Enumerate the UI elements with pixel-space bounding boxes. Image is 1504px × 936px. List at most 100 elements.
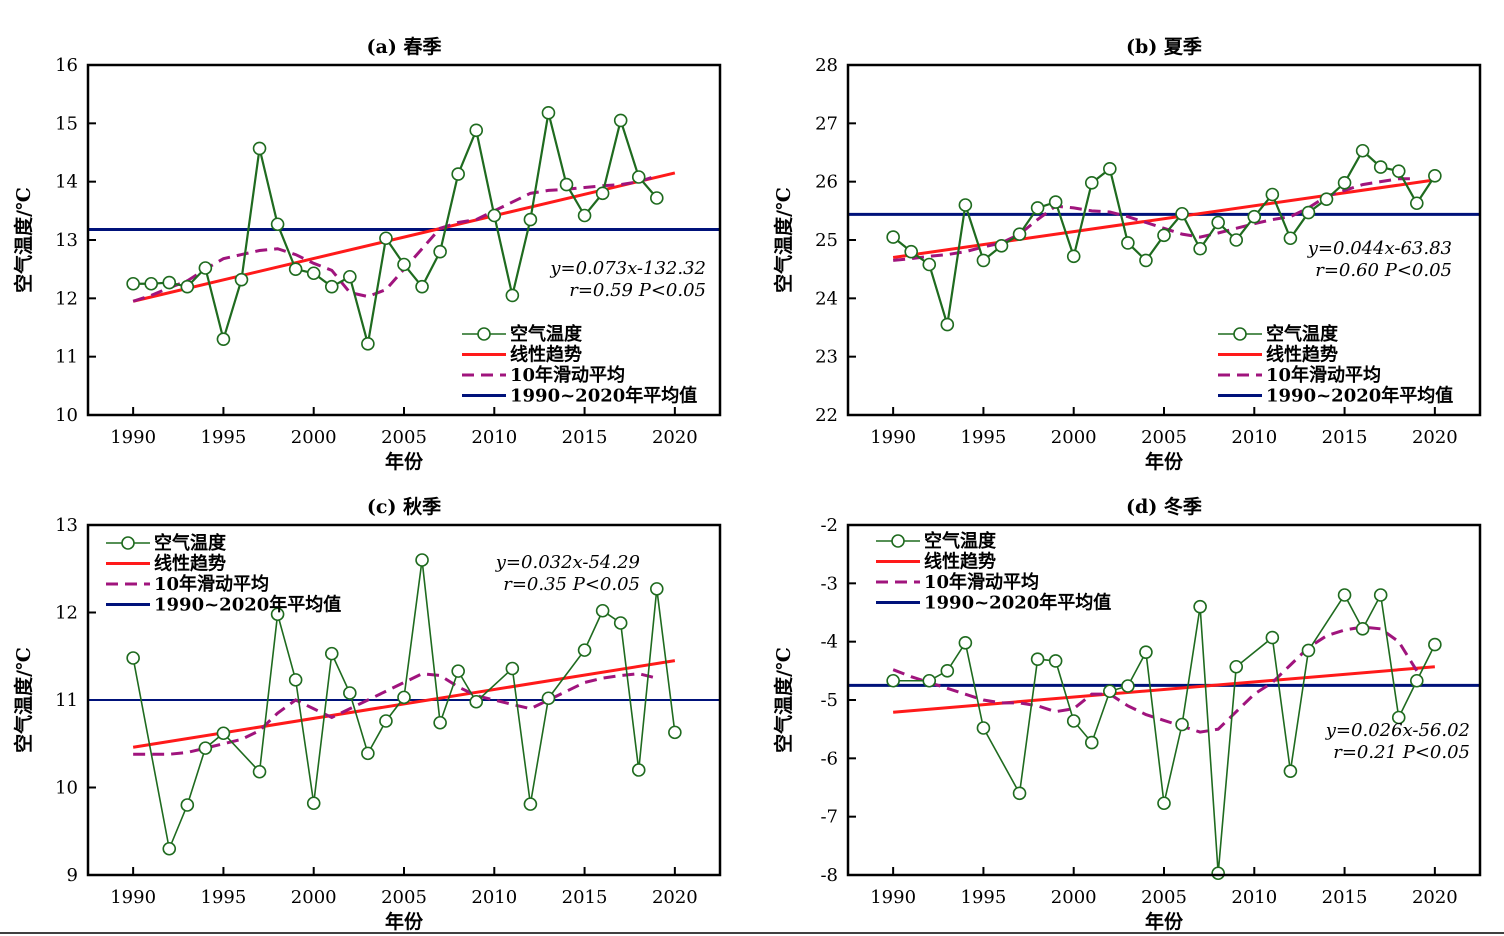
regression-equation: y=0.026x-56.02 bbox=[1325, 720, 1470, 741]
temperature-point bbox=[1283, 764, 1298, 778]
temperature-point bbox=[1337, 176, 1352, 190]
y-tick-label: 27 bbox=[815, 113, 838, 134]
temperature-point bbox=[415, 279, 429, 294]
temperature-point bbox=[1410, 673, 1424, 688]
temperature-point bbox=[1391, 710, 1406, 725]
temperature-point bbox=[1066, 714, 1081, 728]
legend-label: 空气温度 bbox=[154, 532, 227, 554]
temperature-point bbox=[541, 106, 556, 120]
trend-line bbox=[893, 665, 1435, 714]
y-tick-label: 14 bbox=[55, 172, 78, 193]
temperature-point bbox=[577, 208, 592, 223]
x-tick-label: 1995 bbox=[201, 887, 247, 908]
x-tick-label: 2015 bbox=[1322, 427, 1368, 448]
y-tick-label: 13 bbox=[55, 230, 78, 251]
temperature-point bbox=[415, 553, 429, 567]
temperature-point bbox=[976, 721, 991, 735]
temperature-point bbox=[162, 841, 177, 856]
temperature-point bbox=[1355, 622, 1370, 636]
y-tick-label: 12 bbox=[55, 603, 78, 624]
temperature-point bbox=[469, 123, 484, 138]
y-tick-label: 16 bbox=[55, 55, 78, 76]
x-axis-title: 年份 bbox=[1145, 450, 1184, 473]
temperature-point bbox=[1121, 236, 1135, 250]
temperature-point bbox=[1301, 205, 1316, 220]
x-tick-label: 1990 bbox=[870, 887, 916, 908]
temperature-point bbox=[324, 646, 339, 661]
x-tick-label: 1995 bbox=[961, 427, 1007, 448]
legend-label: 线性趋势 bbox=[924, 551, 996, 573]
temperature-point bbox=[595, 186, 610, 201]
temperature-point bbox=[288, 673, 303, 687]
temperature-point bbox=[613, 616, 628, 630]
temperature-point bbox=[1229, 659, 1244, 674]
temperature-point bbox=[886, 230, 900, 244]
x-tick-label: 2005 bbox=[1141, 427, 1187, 448]
y-axis-title: 空气温度/℃ bbox=[12, 187, 35, 293]
x-tick-label: 1990 bbox=[110, 887, 156, 908]
temperature-point bbox=[976, 253, 991, 268]
temperature-point bbox=[649, 582, 664, 596]
temperature-point bbox=[433, 244, 447, 259]
temperature-point bbox=[487, 208, 502, 223]
panel-title: (d) 冬季 bbox=[1126, 495, 1202, 518]
temperature-point bbox=[1229, 233, 1244, 247]
plot-frame bbox=[846, 63, 1482, 417]
temperature-point bbox=[162, 275, 177, 290]
temperature-point bbox=[904, 244, 919, 259]
y-tick-label: 11 bbox=[55, 690, 78, 711]
y-axis-title: 空气温度/℃ bbox=[772, 647, 795, 753]
temperature-point bbox=[343, 686, 357, 700]
temperature-point bbox=[940, 664, 955, 678]
temperature-point bbox=[886, 673, 900, 688]
temperature-point bbox=[1283, 231, 1298, 246]
temperature-point bbox=[1337, 588, 1352, 602]
legend-label: 线性趋势 bbox=[154, 553, 226, 575]
y-tick-label: 28 bbox=[815, 55, 838, 76]
x-tick-label: 2020 bbox=[1412, 887, 1458, 908]
temperature-point bbox=[252, 764, 267, 779]
temperature-point bbox=[1319, 192, 1334, 206]
temperature-point bbox=[397, 257, 411, 272]
temperature-point bbox=[1428, 637, 1442, 652]
regression-stats: r=0.35 P<0.05 bbox=[503, 574, 640, 595]
regression-equation: y=0.073x-132.32 bbox=[549, 258, 706, 279]
legend-label: 线性趋势 bbox=[1266, 344, 1338, 366]
temperature-point bbox=[180, 279, 195, 294]
temperature-point bbox=[379, 714, 393, 728]
temperature-point bbox=[1211, 866, 1225, 881]
temperature-point bbox=[379, 231, 393, 246]
y-tick-label: 23 bbox=[815, 347, 838, 368]
trend-line bbox=[892, 178, 1436, 259]
x-tick-label: 2000 bbox=[1051, 887, 1097, 908]
temperature-point bbox=[180, 798, 195, 812]
legend-label: 空气温度 bbox=[510, 323, 583, 345]
temperature-point bbox=[306, 796, 321, 811]
plot-frame bbox=[86, 523, 722, 877]
moving-average-line bbox=[133, 672, 658, 756]
temperature-point bbox=[126, 276, 140, 291]
temperature-point bbox=[288, 262, 303, 276]
x-tick-label: 1990 bbox=[870, 427, 916, 448]
temperature-point bbox=[234, 272, 249, 287]
temperature-point bbox=[1066, 249, 1081, 264]
legend-label: 空气温度 bbox=[924, 530, 997, 552]
x-tick-label: 2020 bbox=[652, 427, 698, 448]
y-axis-title: 空气温度/℃ bbox=[772, 187, 795, 293]
x-tick-label: 2005 bbox=[381, 427, 427, 448]
temperature-point bbox=[1030, 201, 1045, 215]
x-axis-title: 年份 bbox=[385, 450, 424, 473]
y-tick-label: 10 bbox=[55, 405, 78, 426]
y-tick-label: -8 bbox=[820, 865, 838, 886]
temperature-point bbox=[1373, 160, 1388, 174]
legend-label: 1990~2020年平均值 bbox=[154, 594, 341, 616]
temperature-point bbox=[922, 257, 937, 272]
y-tick-label: -4 bbox=[820, 632, 838, 653]
x-tick-label: 2000 bbox=[291, 427, 337, 448]
panel-title: (c) 秋季 bbox=[367, 495, 441, 518]
x-axis-title: 年份 bbox=[1145, 910, 1184, 933]
